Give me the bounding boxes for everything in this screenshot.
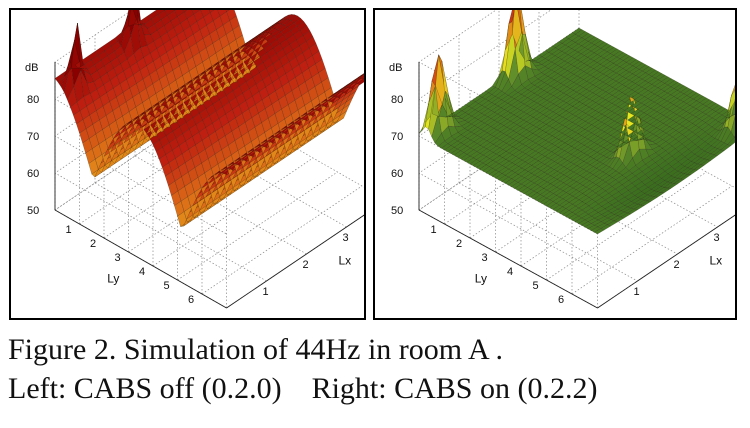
axis-labels: dB50607080123456mLy123mLx (389, 62, 723, 318)
surface-patch (731, 100, 735, 116)
y-tick-label: 5 (164, 280, 170, 292)
z-tick-label: 80 (391, 94, 403, 106)
y-tick-label: 6 (558, 294, 564, 306)
x-tick-label: 2 (303, 259, 309, 271)
grid-line (571, 185, 733, 295)
left-surface-plot: dB50607080123456mLy123mLx (9, 8, 366, 320)
axis-labels: dB50607080123456mLy123mLx (25, 62, 352, 318)
grid-line (134, 155, 307, 255)
grid-line (469, 129, 631, 239)
x-tick-label: 1 (634, 286, 640, 298)
z-axis-label: dB (389, 62, 402, 74)
y-tick-label: 3 (482, 252, 488, 264)
y-axis-label: Ly (107, 271, 119, 285)
z-axis-label: dB (25, 62, 38, 74)
x-tick-label: 3 (343, 232, 349, 244)
y-axis-label: Ly (475, 271, 487, 285)
x-axis-label: Lx (339, 254, 352, 268)
figure-caption-line-2: Left: CABS off (0.2.0) Right: CABS on (0… (8, 372, 598, 405)
z-tick-label: 60 (27, 168, 39, 180)
x-axis-line (597, 214, 735, 309)
grid-line (152, 157, 314, 267)
surface-patch (727, 137, 735, 146)
figure-caption-line-1: Figure 2. Simulation of 44Hz in room A . (8, 333, 503, 366)
x-tick-label: 1 (263, 286, 269, 298)
surface-patch (731, 84, 735, 96)
y-tick-label: 6 (188, 294, 194, 306)
x-tick-label: 3 (714, 232, 720, 244)
y-tick-label: 4 (139, 266, 145, 278)
y-axis-line (418, 209, 598, 309)
y-tick-label: 5 (533, 280, 539, 292)
y-tick-label: 2 (456, 238, 462, 250)
grid-line (520, 157, 682, 267)
surface-patch (359, 75, 364, 80)
y-axis-line (54, 209, 227, 309)
surface-patch (730, 116, 735, 138)
z-tick-label: 70 (27, 131, 39, 143)
surface-patch (508, 10, 516, 24)
surface-mesh (418, 10, 735, 235)
y-tick-label: 4 (507, 266, 513, 278)
x-axis-line (226, 214, 364, 309)
y-tick-label: 1 (431, 224, 437, 236)
z-tick-label: 50 (27, 205, 39, 217)
z-tick-label: 50 (391, 205, 403, 217)
right-surface-plot: dB50607080123456mLy123mLx (373, 8, 737, 320)
x-tick-label: 2 (674, 259, 680, 271)
surface-mesh (54, 10, 364, 227)
grid-line (201, 185, 363, 295)
z-tick-label: 60 (391, 168, 403, 180)
grid-line (54, 101, 216, 211)
surface-patch (191, 10, 201, 15)
grid-line (495, 143, 656, 253)
left-surface-svg: dB50607080123456mLy123mLx (25, 10, 364, 318)
surface-patch (734, 135, 735, 139)
grid-line (546, 171, 707, 281)
grid-line (79, 115, 240, 225)
x-axis-label: Lx (710, 254, 723, 268)
z-tick-label: 80 (27, 94, 39, 106)
surface-patch (361, 73, 364, 77)
grid-line (128, 143, 289, 253)
grid-line (94, 182, 267, 282)
surface-patch (356, 78, 364, 86)
grid-line (444, 115, 605, 225)
y-tick-label: 3 (115, 252, 121, 264)
grid-line (177, 171, 338, 281)
grid-line (418, 101, 580, 211)
grid-line (458, 182, 638, 282)
y-tick-label: 1 (66, 224, 72, 236)
y-unit-label: m (597, 315, 606, 318)
y-tick-label: 2 (90, 238, 96, 250)
grid-line (103, 129, 265, 239)
surface-patch (363, 78, 364, 80)
y-unit-label: m (226, 315, 235, 318)
z-tick-label: 70 (391, 131, 403, 143)
right-surface-svg: dB50607080123456mLy123mLx (389, 10, 735, 318)
